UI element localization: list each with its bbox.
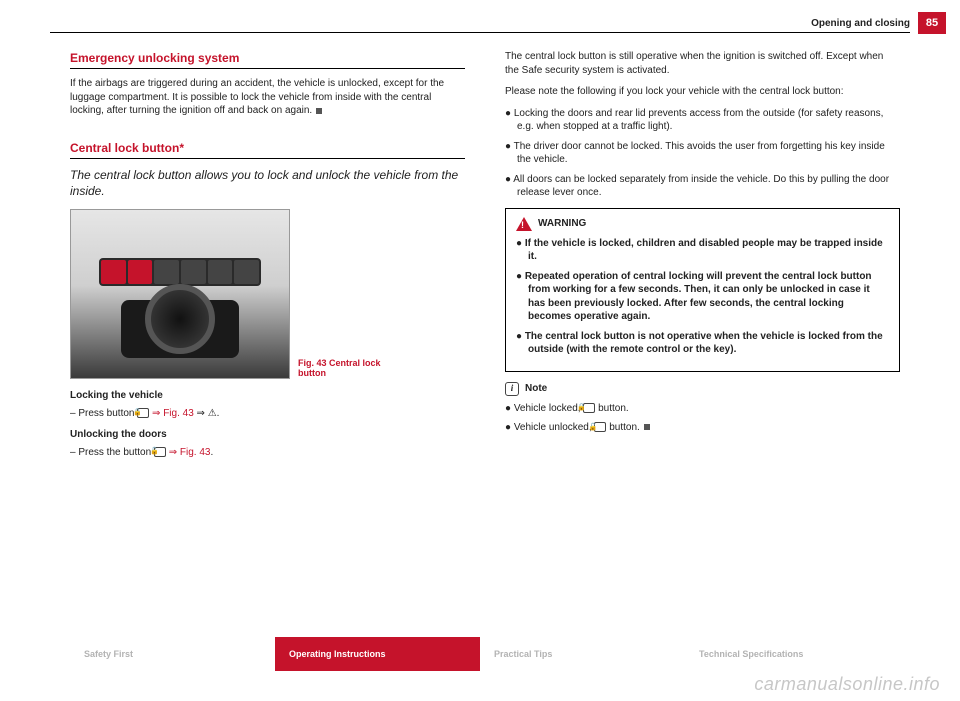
page: Opening and closing 85 Emergency unlocki… [0, 0, 960, 701]
step-unlock: – Press the button 🔓 ⇒ Fig. 43. [70, 446, 465, 460]
bullet-3: ● All doors can be locked separately fro… [505, 173, 900, 200]
heading-rule [70, 68, 465, 69]
figure-wrap: Fig. 43 Central lock button [70, 209, 465, 379]
note-2: ● Vehicle unlocked, 🔓 button. [505, 421, 900, 435]
footer-tabs: Safety First Operating Instructions Prac… [0, 637, 960, 671]
unlock-icon: 🔓 [154, 447, 166, 457]
warning-box: WARNING ● If the vehicle is locked, chil… [505, 208, 900, 372]
console-mock [81, 220, 279, 368]
footer-tab-operating: Operating Instructions [275, 637, 480, 671]
footer-tab-safety: Safety First [70, 637, 275, 671]
end-marker-icon [644, 424, 650, 430]
left-column: Emergency unlocking system If the airbag… [70, 50, 465, 621]
unlock-button-icon [128, 260, 153, 284]
bullet-2: ● The driver door cannot be locked. This… [505, 140, 900, 167]
lock-icon: 🔒 [583, 403, 595, 413]
warn-2: ● Repeated operation of central locking … [516, 270, 889, 324]
console-button [181, 260, 206, 284]
fig-ref: ⇒ Fig. 43 [149, 408, 194, 419]
note-1: ● Vehicle locked, 🔒 button. [505, 402, 900, 416]
figure-image [70, 209, 290, 379]
fig-ref-2: ⇒ Fig. 43 [166, 447, 211, 458]
gear-knob [145, 284, 215, 354]
warning-title: WARNING [538, 217, 586, 231]
unlock-icon: 🔓 [594, 422, 606, 432]
lock-button-icon [101, 260, 126, 284]
footer-spacer [0, 637, 70, 671]
right-p2: Please note the following if you lock yo… [505, 85, 900, 99]
top-rule [50, 32, 910, 33]
warning-header: WARNING [516, 217, 889, 231]
step-lock: – Press button 🔒 ⇒ Fig. 43 ⇒ ⚠. [70, 407, 465, 421]
emergency-text: If the airbags are triggered during an a… [70, 77, 465, 118]
console-button [154, 260, 179, 284]
console-button [234, 260, 259, 284]
bullet-1: ● Locking the doors and rear lid prevent… [505, 107, 900, 134]
warn-1: ● If the vehicle is locked, children and… [516, 237, 889, 264]
content-columns: Emergency unlocking system If the airbag… [70, 50, 900, 621]
intro-text: The central lock button allows you to lo… [70, 167, 465, 199]
subhead-unlocking: Unlocking the doors [70, 428, 465, 442]
footer-tab-practical: Practical Tips [480, 637, 685, 671]
section-title: Opening and closing [811, 18, 910, 29]
warning-triangle-icon [516, 217, 532, 231]
subhead-locking: Locking the vehicle [70, 389, 465, 403]
heading-rule-2 [70, 158, 465, 159]
lock-icon: 🔒 [137, 408, 149, 418]
footer-tab-technical: Technical Specifications [685, 637, 890, 671]
right-p1: The central lock button is still operati… [505, 50, 900, 77]
warn-3: ● The central lock button is not operati… [516, 330, 889, 357]
heading-emergency: Emergency unlocking system [70, 50, 465, 66]
info-icon: i [505, 382, 519, 396]
footer-spacer [890, 637, 960, 671]
watermark: carmanualsonline.info [754, 674, 940, 695]
end-marker-icon [316, 108, 322, 114]
right-column: The central lock button is still operati… [505, 50, 900, 621]
figure-caption: Fig. 43 Central lock button [298, 358, 398, 380]
console-button [208, 260, 233, 284]
note-header: i Note [505, 382, 900, 396]
page-number: 85 [918, 12, 946, 34]
heading-central-lock: Central lock button* [70, 140, 465, 156]
button-row [99, 258, 261, 286]
note-title: Note [525, 382, 547, 396]
